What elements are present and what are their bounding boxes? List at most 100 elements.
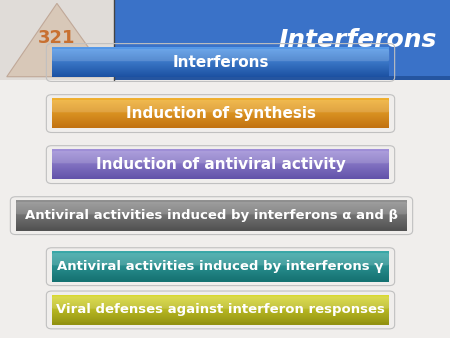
FancyBboxPatch shape	[52, 107, 389, 108]
FancyBboxPatch shape	[52, 316, 389, 317]
FancyBboxPatch shape	[52, 263, 389, 265]
FancyBboxPatch shape	[52, 158, 389, 160]
FancyBboxPatch shape	[52, 126, 389, 127]
FancyBboxPatch shape	[52, 308, 389, 309]
FancyBboxPatch shape	[52, 254, 389, 255]
FancyBboxPatch shape	[52, 176, 389, 177]
FancyBboxPatch shape	[52, 50, 389, 52]
FancyBboxPatch shape	[52, 64, 389, 66]
FancyBboxPatch shape	[52, 274, 389, 275]
FancyBboxPatch shape	[52, 67, 389, 69]
FancyBboxPatch shape	[52, 257, 389, 258]
FancyBboxPatch shape	[52, 100, 389, 112]
Text: Antiviral activities induced by interferons γ: Antiviral activities induced by interfer…	[57, 260, 384, 273]
FancyBboxPatch shape	[52, 165, 389, 167]
FancyBboxPatch shape	[52, 177, 389, 178]
FancyBboxPatch shape	[52, 265, 389, 267]
FancyBboxPatch shape	[52, 252, 389, 254]
FancyBboxPatch shape	[52, 300, 389, 301]
FancyBboxPatch shape	[52, 100, 389, 102]
FancyBboxPatch shape	[52, 251, 389, 253]
FancyBboxPatch shape	[52, 113, 389, 115]
Text: Interferons: Interferons	[278, 28, 436, 52]
FancyBboxPatch shape	[52, 278, 389, 280]
FancyBboxPatch shape	[16, 223, 407, 224]
FancyBboxPatch shape	[52, 150, 389, 152]
Text: Antiviral activities induced by interferons α and β: Antiviral activities induced by interfer…	[25, 209, 398, 222]
FancyBboxPatch shape	[52, 313, 389, 314]
FancyBboxPatch shape	[16, 214, 407, 216]
FancyBboxPatch shape	[52, 304, 389, 305]
FancyBboxPatch shape	[52, 169, 389, 171]
FancyBboxPatch shape	[16, 212, 407, 214]
FancyBboxPatch shape	[16, 200, 407, 202]
FancyBboxPatch shape	[52, 168, 389, 170]
FancyBboxPatch shape	[52, 151, 389, 163]
FancyBboxPatch shape	[52, 303, 389, 304]
FancyBboxPatch shape	[52, 122, 389, 123]
FancyBboxPatch shape	[52, 75, 389, 76]
FancyBboxPatch shape	[52, 156, 389, 158]
FancyBboxPatch shape	[52, 296, 389, 297]
FancyBboxPatch shape	[52, 279, 389, 281]
FancyBboxPatch shape	[52, 305, 389, 306]
FancyBboxPatch shape	[52, 120, 389, 121]
FancyBboxPatch shape	[16, 211, 407, 213]
FancyBboxPatch shape	[52, 273, 389, 274]
FancyBboxPatch shape	[52, 149, 389, 151]
FancyBboxPatch shape	[16, 220, 407, 222]
FancyBboxPatch shape	[16, 209, 407, 211]
FancyBboxPatch shape	[16, 202, 407, 204]
FancyBboxPatch shape	[52, 301, 389, 302]
FancyBboxPatch shape	[52, 299, 389, 300]
FancyBboxPatch shape	[52, 162, 389, 164]
FancyBboxPatch shape	[52, 163, 389, 165]
FancyBboxPatch shape	[52, 159, 389, 161]
FancyBboxPatch shape	[52, 171, 389, 172]
FancyBboxPatch shape	[52, 270, 389, 272]
FancyBboxPatch shape	[52, 312, 389, 313]
FancyBboxPatch shape	[52, 277, 389, 279]
FancyBboxPatch shape	[52, 151, 389, 153]
FancyBboxPatch shape	[52, 272, 389, 274]
FancyBboxPatch shape	[52, 164, 389, 166]
FancyBboxPatch shape	[16, 228, 407, 230]
FancyBboxPatch shape	[114, 0, 450, 80]
FancyBboxPatch shape	[52, 268, 389, 270]
FancyBboxPatch shape	[52, 49, 389, 51]
FancyBboxPatch shape	[52, 311, 389, 312]
FancyBboxPatch shape	[52, 154, 389, 156]
FancyBboxPatch shape	[52, 318, 389, 320]
FancyBboxPatch shape	[16, 215, 407, 217]
FancyBboxPatch shape	[52, 262, 389, 264]
FancyBboxPatch shape	[52, 48, 389, 50]
FancyBboxPatch shape	[52, 56, 389, 57]
FancyBboxPatch shape	[16, 203, 407, 205]
FancyBboxPatch shape	[52, 98, 389, 100]
FancyBboxPatch shape	[16, 219, 407, 221]
Text: 321: 321	[38, 29, 76, 47]
FancyBboxPatch shape	[52, 323, 389, 325]
FancyBboxPatch shape	[52, 315, 389, 316]
FancyBboxPatch shape	[52, 71, 389, 72]
FancyBboxPatch shape	[52, 295, 389, 296]
FancyBboxPatch shape	[52, 61, 389, 63]
Text: Interferons: Interferons	[172, 55, 269, 70]
FancyBboxPatch shape	[52, 320, 389, 322]
FancyBboxPatch shape	[52, 124, 389, 125]
FancyBboxPatch shape	[52, 112, 389, 114]
FancyBboxPatch shape	[52, 166, 389, 168]
FancyBboxPatch shape	[16, 221, 407, 223]
FancyBboxPatch shape	[52, 307, 389, 308]
FancyBboxPatch shape	[52, 297, 389, 298]
FancyBboxPatch shape	[16, 224, 407, 225]
FancyBboxPatch shape	[52, 174, 389, 175]
FancyBboxPatch shape	[52, 309, 389, 310]
Text: Viral defenses against interferon responses: Viral defenses against interferon respon…	[56, 304, 385, 316]
FancyBboxPatch shape	[114, 76, 450, 80]
FancyBboxPatch shape	[52, 70, 389, 71]
FancyBboxPatch shape	[52, 269, 389, 271]
FancyBboxPatch shape	[52, 74, 389, 75]
FancyBboxPatch shape	[52, 264, 389, 266]
FancyBboxPatch shape	[52, 114, 389, 116]
